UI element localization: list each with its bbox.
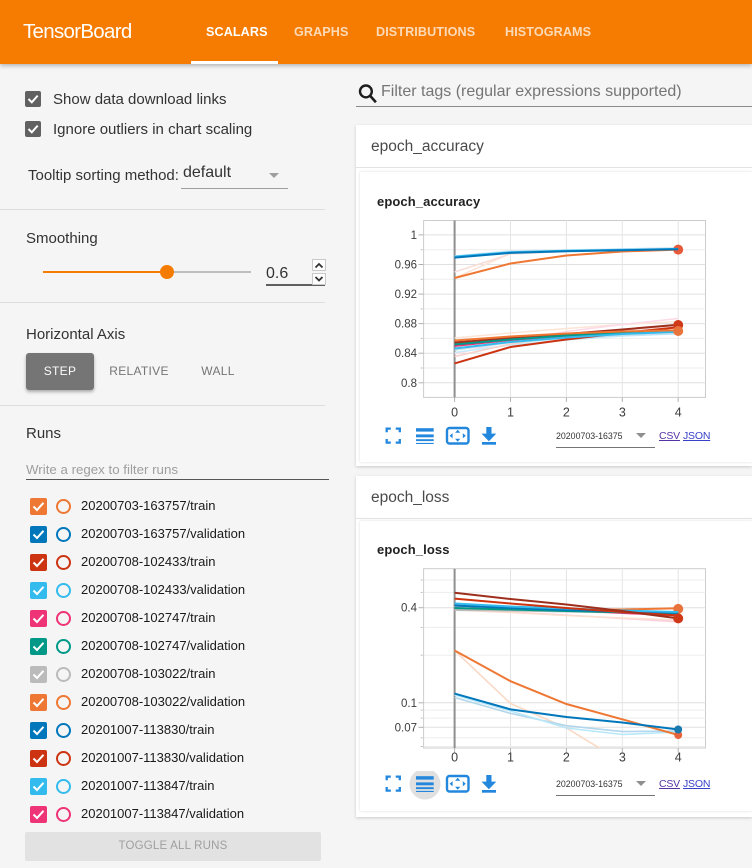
svg-text:2: 2 [563, 406, 570, 420]
svg-text:4: 4 [675, 751, 682, 765]
svg-text:2: 2 [563, 751, 570, 765]
svg-text:0.4: 0.4 [401, 603, 418, 615]
svg-text:1: 1 [411, 230, 417, 242]
svg-text:3: 3 [619, 406, 626, 420]
svg-text:0.1: 0.1 [401, 698, 417, 710]
svg-text:0.07: 0.07 [395, 722, 417, 734]
svg-text:0.84: 0.84 [395, 348, 418, 360]
svg-text:0: 0 [451, 406, 458, 420]
svg-text:0: 0 [451, 751, 458, 765]
svg-text:3: 3 [619, 751, 626, 765]
svg-text:0.88: 0.88 [395, 319, 417, 331]
svg-text:0.8: 0.8 [401, 378, 417, 390]
svg-text:1: 1 [507, 406, 514, 420]
svg-text:0.92: 0.92 [395, 289, 417, 301]
svg-text:1: 1 [507, 751, 514, 765]
svg-text:0.96: 0.96 [395, 260, 417, 272]
svg-text:4: 4 [675, 406, 682, 420]
